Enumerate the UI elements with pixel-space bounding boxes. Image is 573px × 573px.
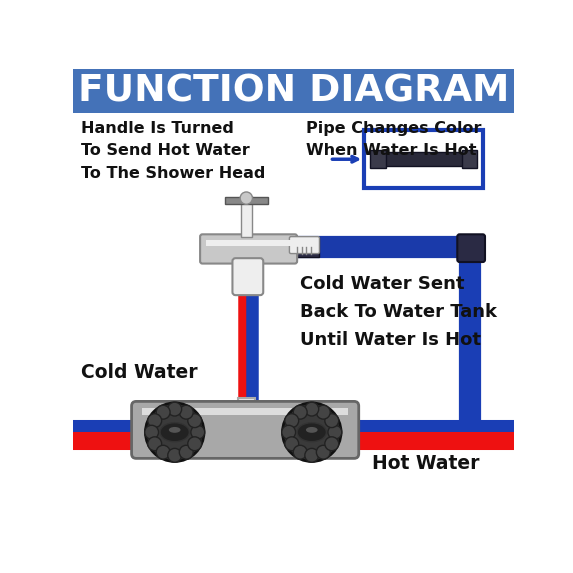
Circle shape [305,448,319,462]
Circle shape [179,405,193,419]
Bar [238,398,255,427]
Ellipse shape [169,427,180,433]
Circle shape [191,425,205,439]
Circle shape [156,445,170,459]
Circle shape [328,425,342,439]
Bar [370,150,386,168]
Bar [289,237,320,257]
Circle shape [188,414,202,427]
Ellipse shape [297,423,327,442]
Text: Pipe Changes Color
When Water Is Hot: Pipe Changes Color When Water Is Hot [305,121,481,158]
FancyBboxPatch shape [132,402,359,458]
FancyBboxPatch shape [233,258,263,295]
Ellipse shape [306,427,317,433]
Circle shape [148,414,162,427]
Circle shape [168,402,182,416]
Circle shape [144,425,159,439]
Circle shape [168,448,182,462]
Bar [241,196,252,237]
Circle shape [316,445,330,459]
FancyBboxPatch shape [200,234,297,264]
Circle shape [282,403,341,461]
Text: FUNCTION DIAGRAM: FUNCTION DIAGRAM [78,73,509,109]
FancyBboxPatch shape [457,234,485,262]
Text: Cold Water Sent
Back To Water Tank
Until Water Is Hot: Cold Water Sent Back To Water Tank Until… [300,275,497,349]
Text: Hot Water: Hot Water [372,454,480,473]
Bar [462,150,477,168]
Circle shape [305,402,319,416]
Text: Handle Is Turned
To Send Hot Water
To The Shower Head: Handle Is Turned To Send Hot Water To Th… [81,121,265,180]
Circle shape [240,192,253,205]
Bar [376,152,472,166]
Circle shape [282,425,296,439]
Circle shape [285,414,299,427]
Circle shape [293,445,307,459]
Circle shape [285,437,299,451]
Bar [142,407,348,415]
Bar [73,69,514,113]
Circle shape [316,405,330,419]
Text: Cold Water: Cold Water [81,363,197,382]
Circle shape [325,414,339,427]
FancyBboxPatch shape [289,237,320,254]
Circle shape [146,403,204,461]
Circle shape [179,445,193,459]
Bar [206,240,291,246]
Bar [364,131,484,188]
Circle shape [148,437,162,451]
Circle shape [188,437,202,451]
Circle shape [325,437,339,451]
Ellipse shape [160,423,189,442]
Circle shape [293,405,307,419]
Bar [225,197,268,203]
Circle shape [156,405,170,419]
